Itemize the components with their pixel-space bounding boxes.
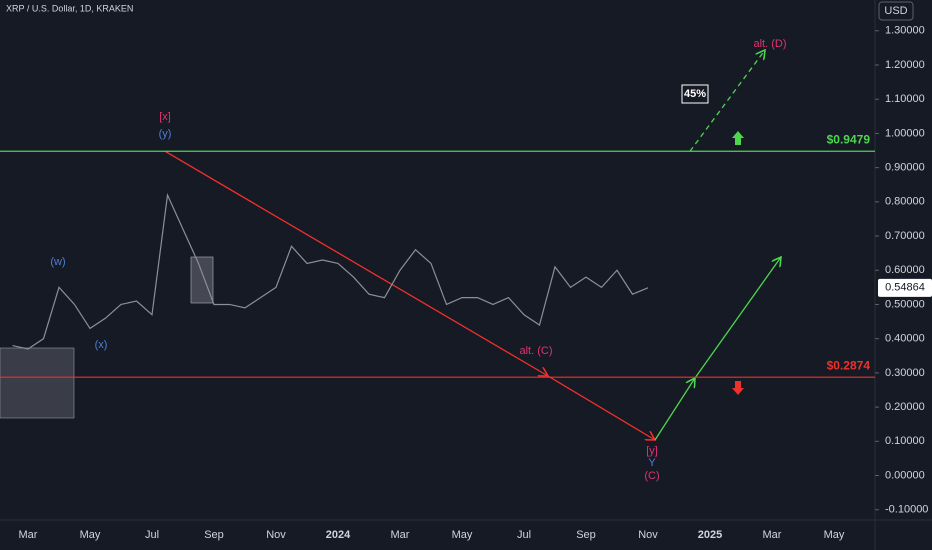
projection — [654, 378, 695, 441]
range-box — [190, 256, 214, 304]
y-tick-label: 1.00000 — [885, 127, 925, 139]
x-tick-label: Mar — [19, 529, 38, 541]
y-tick-label: 0.60000 — [885, 264, 925, 276]
x-tick-label: Mar — [763, 529, 782, 541]
annotation: (x) — [95, 339, 108, 351]
y-tick-label: 0.10000 — [885, 435, 925, 447]
x-tick-label: 2024 — [326, 529, 351, 541]
range-box — [0, 347, 75, 419]
price-tag — [878, 278, 932, 297]
y-tick-label: 0.70000 — [885, 230, 925, 242]
annotation: (w) — [50, 256, 65, 268]
annotation: 45% — [684, 88, 706, 100]
x-tick-label: May — [80, 529, 101, 541]
y-tick-label: -0.10000 — [885, 504, 928, 516]
y-tick-label: 1.10000 — [885, 93, 925, 105]
annotation: [x] — [159, 111, 171, 123]
x-tick-label: Mar — [391, 529, 410, 541]
y-tick-label: 0.30000 — [885, 367, 925, 379]
down-arrow — [732, 381, 744, 395]
x-tick-label: May — [824, 529, 845, 541]
annotation: alt. (D) — [754, 38, 787, 50]
projection — [689, 50, 765, 152]
x-tick-label: Jul — [517, 529, 531, 541]
x-tick-label: Jul — [145, 529, 159, 541]
chart-title: XRP / U.S. Dollar, 1D, KRAKEN — [6, 3, 133, 13]
annotation: [y] — [646, 445, 658, 457]
y-tick-label: 1.30000 — [885, 25, 925, 37]
level-label: $0.2874 — [827, 358, 871, 372]
x-tick-label: 2025 — [698, 529, 722, 541]
x-tick-label: Sep — [576, 529, 596, 541]
y-tick-label: 0.80000 — [885, 196, 925, 208]
projection — [547, 375, 655, 440]
projection — [164, 150, 548, 376]
level-label: $0.9479 — [827, 132, 871, 146]
currency: USD — [884, 5, 907, 17]
y-tick-label: 0.20000 — [885, 401, 925, 413]
annotation: (y) — [159, 128, 172, 140]
y-tick-label: 0.40000 — [885, 333, 925, 345]
currency-box — [878, 1, 914, 21]
annotation: Y — [648, 457, 656, 469]
y-tick-label: 0.50000 — [885, 298, 925, 310]
x-tick-label: Nov — [638, 529, 658, 541]
x-tick-label: May — [452, 529, 473, 541]
price-tag-label: 0.54864 — [885, 282, 925, 294]
up-arrow — [732, 131, 744, 145]
annotation: (C) — [644, 470, 659, 482]
annotation: alt. (C) — [520, 345, 553, 357]
projection — [694, 257, 781, 379]
price-line — [12, 192, 649, 350]
x-tick-label: Sep — [204, 529, 224, 541]
y-tick-label: 0.00000 — [885, 469, 925, 481]
x-tick-label: Nov — [266, 529, 286, 541]
y-tick-label: 0.90000 — [885, 162, 925, 174]
badge — [681, 84, 709, 104]
y-tick-label: 1.20000 — [885, 59, 925, 71]
